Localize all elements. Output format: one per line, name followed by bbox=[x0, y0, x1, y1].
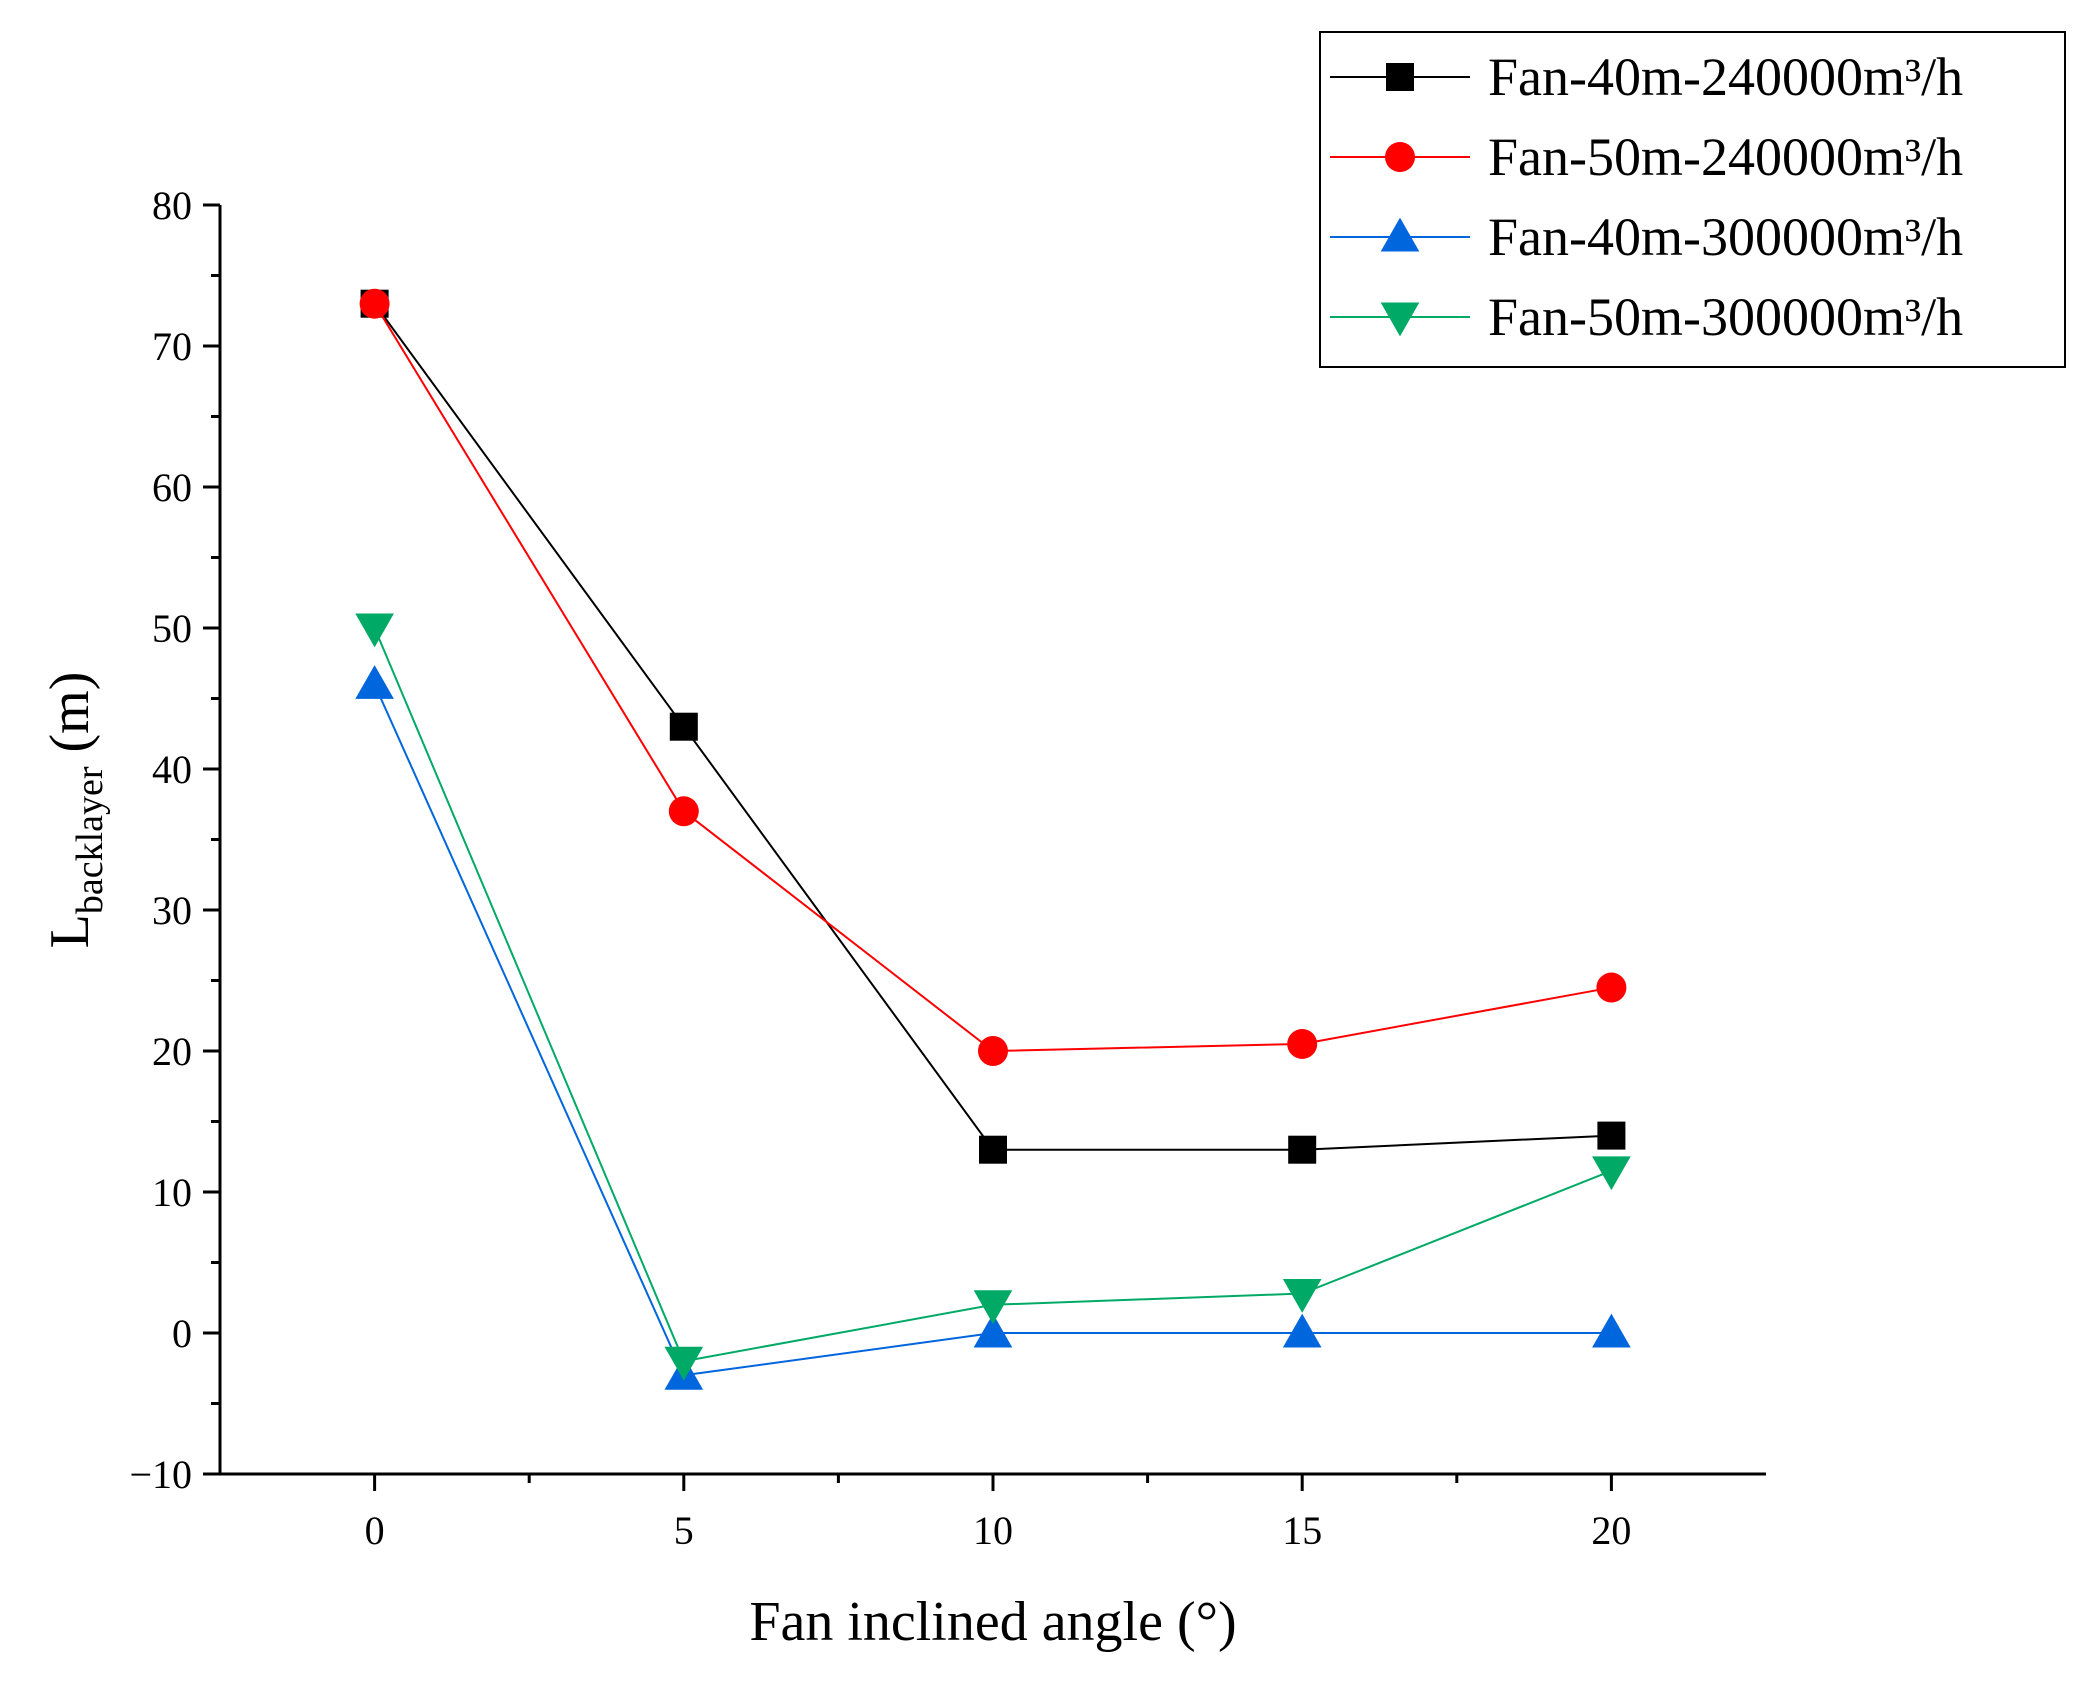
series-Fan-50m-300000m³/h bbox=[355, 613, 1631, 1381]
y-tick-label: −10 bbox=[129, 1452, 192, 1497]
square-marker bbox=[1597, 1121, 1626, 1150]
y-axis-title: Lbacklayer (m) bbox=[39, 672, 111, 949]
square-marker bbox=[1386, 63, 1414, 91]
y-axis-title-unit: (m) bbox=[39, 672, 101, 767]
legend-label: Fan-50m-300000m³/h bbox=[1488, 287, 1963, 347]
legend-label: Fan-40m-300000m³/h bbox=[1488, 207, 1963, 267]
square-marker bbox=[979, 1135, 1007, 1164]
series-line bbox=[373, 627, 1612, 1363]
legend-item: Fan-40m-240000m³/h bbox=[1330, 47, 1963, 107]
y-tick-label: 70 bbox=[152, 324, 192, 369]
circle-marker bbox=[359, 288, 390, 319]
x-tick-label: 10 bbox=[973, 1508, 1013, 1553]
y-tick-label: 40 bbox=[152, 747, 192, 792]
circle-marker bbox=[1596, 972, 1627, 1003]
triangle-up-marker bbox=[1282, 1313, 1322, 1348]
triangle-up-marker bbox=[355, 665, 394, 699]
series-Fan-50m-240000m³/h bbox=[359, 288, 1627, 1066]
series-line bbox=[373, 303, 1612, 1053]
x-tick-label: 0 bbox=[365, 1508, 385, 1553]
x-axis: 0 5 10 15 20 bbox=[365, 1474, 1631, 1553]
legend-label: Fan-40m-240000m³/h bbox=[1488, 47, 1963, 107]
circle-marker bbox=[668, 796, 699, 827]
triangle-down-marker bbox=[973, 1290, 1013, 1325]
series-line bbox=[373, 303, 1612, 1151]
x-tick-label: 15 bbox=[1282, 1508, 1322, 1553]
x-tick-label: 20 bbox=[1591, 1508, 1631, 1553]
series-line bbox=[373, 683, 1612, 1377]
triangle-down-marker bbox=[1592, 1156, 1631, 1191]
triangle-up-marker bbox=[973, 1313, 1013, 1348]
x-axis-title: Fan inclined angle (°) bbox=[749, 1591, 1236, 1653]
triangle-down-marker bbox=[1380, 302, 1420, 337]
plot-area bbox=[218, 205, 1766, 1476]
legend-item: Fan-40m-300000m³/h bbox=[1330, 207, 1963, 267]
legend-item: Fan-50m-240000m³/h bbox=[1330, 127, 1963, 187]
circle-marker bbox=[1385, 142, 1415, 172]
y-tick-label: 30 bbox=[152, 888, 192, 933]
y-axis: −10 0 10 20 30 40 50 60 70 80 bbox=[129, 183, 220, 1497]
circle-marker bbox=[978, 1036, 1008, 1066]
square-marker bbox=[669, 712, 698, 741]
x-tick-label: 5 bbox=[674, 1508, 694, 1553]
legend-label: Fan-50m-240000m³/h bbox=[1488, 127, 1963, 187]
triangle-up-marker bbox=[1380, 217, 1420, 252]
y-tick-label: 60 bbox=[152, 465, 192, 510]
triangle-down-marker bbox=[664, 1346, 704, 1381]
y-tick-label: 20 bbox=[152, 1029, 192, 1074]
series-Fan-40m-240000m³/h bbox=[360, 289, 1626, 1164]
y-axis-title-subscript: backlayer bbox=[69, 766, 111, 914]
series-layer bbox=[355, 288, 1631, 1390]
legend-box bbox=[1319, 31, 2066, 368]
triangle-up-marker bbox=[1592, 1313, 1631, 1348]
y-tick-label: 50 bbox=[152, 606, 192, 651]
triangle-down-marker bbox=[355, 613, 394, 648]
circle-marker bbox=[1287, 1028, 1318, 1059]
y-tick-label: 80 bbox=[152, 183, 192, 228]
legend-item: Fan-50m-300000m³/h bbox=[1330, 287, 1963, 347]
square-marker bbox=[1288, 1135, 1317, 1164]
triangle-down-marker bbox=[1282, 1279, 1322, 1313]
legend: Fan-40m-240000m³/h Fan-50m-240000m³/h Fan-… bbox=[1319, 31, 2066, 368]
y-tick-label: 0 bbox=[172, 1311, 192, 1356]
y-tick-label: 10 bbox=[152, 1170, 192, 1215]
y-axis-title-main: L bbox=[39, 914, 101, 948]
series-Fan-40m-300000m³/h bbox=[355, 665, 1631, 1390]
